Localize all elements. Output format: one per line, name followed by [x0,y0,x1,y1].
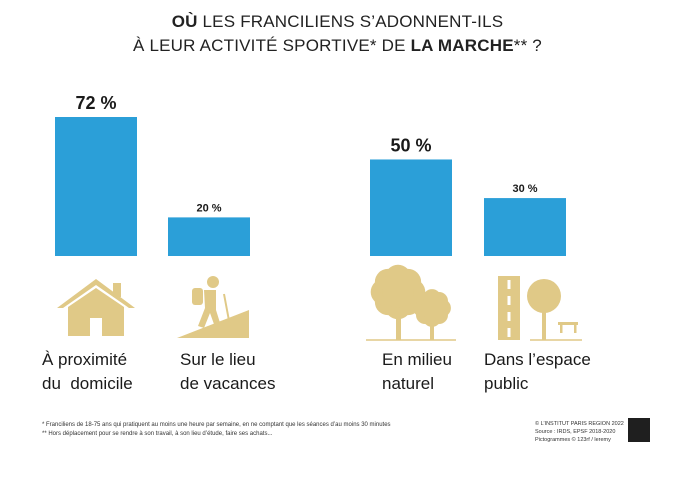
credit-source: Source : IRDS, EPSF 2018-2020 [535,429,616,435]
tree-trunk [430,318,434,340]
bench-leg [574,325,577,333]
category-label-line: À proximité [42,350,128,369]
hiker-icon [177,276,249,338]
data-label: 50 % [390,135,431,155]
road [498,276,520,340]
category-label: En milieu naturel [382,348,452,396]
tree-foliage [421,297,443,319]
title-line-1: OÙ LES FRANCILIENS S’ADONNENT-ILS [0,10,675,34]
institut-logo [628,418,650,442]
tree-trunk [542,308,546,340]
bar [370,159,452,256]
data-label: 20 % [196,202,221,214]
road-marking [507,328,511,337]
hiker-head [207,276,219,288]
category-label-line: naturel [382,374,434,393]
category-label-line: public [484,374,529,393]
footnote-2: ** Hors déplacement pour se rendre à son… [42,431,273,437]
title-text-3: ** ? [513,36,542,55]
bar [55,117,137,256]
trees-icon [366,264,456,341]
tree-foliage [527,279,561,313]
hiker-stick [223,293,231,327]
title-line-2: À LEUR ACTIVITÉ SPORTIVE* DE LA MARCHE**… [0,34,675,58]
category-label-line: de vacances [180,374,276,393]
house-body [68,288,124,336]
bench-seat [558,322,578,325]
credit-copyright: © L’INSTITUT PARIS REGION 2022 [535,421,624,427]
category-label-line: Sur le lieu [180,350,256,369]
chart-title: OÙ LES FRANCILIENS S’ADONNENT-ILS À LEUR… [0,10,675,58]
category-label-line: Dans l’espace [484,350,591,369]
road-marking [507,280,511,289]
bar [168,217,250,256]
tree-foliage [382,276,414,308]
road-tree-bench-icon [498,276,582,341]
category-label-line: du domicile [42,374,133,393]
footnote-1: * Franciliens de 18-75 ans qui pratiquen… [42,422,391,428]
house-icon [57,279,135,336]
title-bold-2: LA MARCHE [410,36,514,55]
bench-leg [560,325,563,333]
credit-pictograms: Pictogrammes © 123rf / leremy [535,437,611,443]
house-roof [57,279,135,308]
title-bold-1: OÙ [171,12,198,31]
category-label: Sur le lieu de vacances [180,348,275,396]
category-label: Dans l’espace public [484,348,591,396]
title-text-2: À LEUR ACTIVITÉ SPORTIVE* DE [133,36,411,55]
title-text-1: LES FRANCILIENS S’ADONNENT-ILS [197,12,504,31]
hiker-slope [177,310,249,338]
road-marking [507,296,511,305]
category-label: À proximité du domicile [42,348,133,396]
road-marking [507,312,511,321]
category-label-line: En milieu [382,350,452,369]
credits: © L’INSTITUT PARIS REGION 2022 Source : … [535,420,624,444]
house-chimney [113,283,121,297]
bar [484,198,566,256]
hiker-body [198,290,221,328]
data-label: 30 % [512,183,537,195]
tree-trunk [396,300,401,340]
data-label: 72 % [75,93,116,113]
hiker-backpack [192,288,203,305]
